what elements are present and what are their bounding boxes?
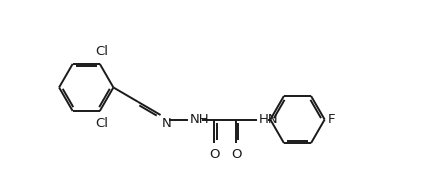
Text: O: O bbox=[231, 148, 241, 161]
Text: NH: NH bbox=[190, 113, 210, 126]
Text: O: O bbox=[209, 148, 219, 161]
Text: HN: HN bbox=[258, 113, 278, 126]
Text: N: N bbox=[162, 116, 172, 130]
Text: Cl: Cl bbox=[95, 45, 108, 58]
Text: Cl: Cl bbox=[95, 117, 108, 130]
Text: F: F bbox=[328, 113, 335, 126]
